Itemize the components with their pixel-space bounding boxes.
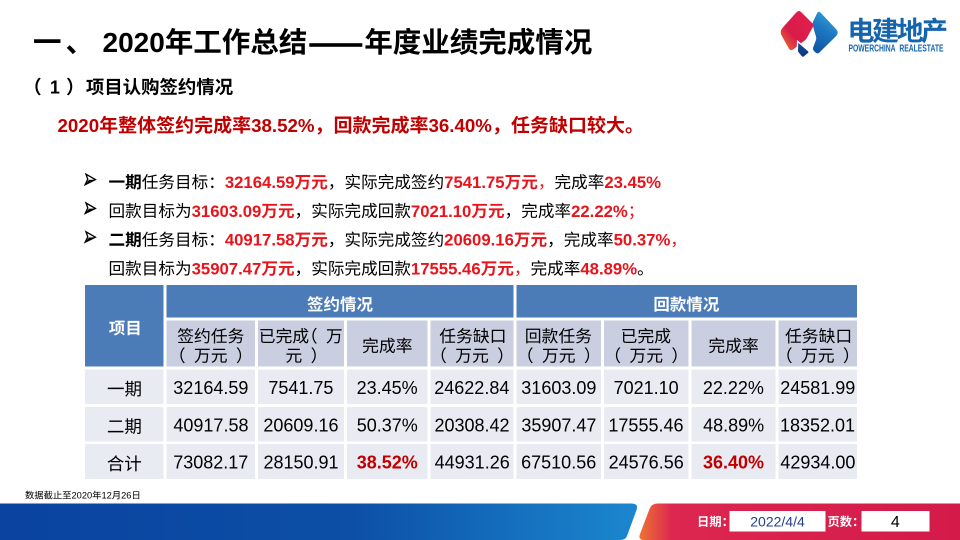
svg-text:7021.10: 7021.10	[411, 202, 471, 221]
svg-text:32164.59: 32164.59	[173, 378, 248, 398]
svg-text:42934.00: 42934.00	[780, 453, 855, 473]
svg-text:35907.47: 35907.47	[521, 415, 596, 435]
svg-text:40917.58: 40917.58	[173, 415, 248, 435]
svg-text:2022/4/4: 2022/4/4	[750, 514, 805, 530]
svg-text:22.22%: 22.22%	[571, 202, 628, 221]
svg-text:50.37%: 50.37%	[614, 231, 671, 250]
svg-text:24581.99: 24581.99	[780, 378, 855, 398]
svg-text:22.22%: 22.22%	[703, 378, 764, 398]
svg-text:31603.09: 31603.09	[192, 202, 262, 221]
svg-text:POWERCHINA REALESTATE: POWERCHINA REALESTATE	[849, 43, 944, 54]
svg-text:23.45%: 23.45%	[357, 378, 418, 398]
svg-text:24576.56: 24576.56	[609, 453, 684, 473]
svg-text:38.52%: 38.52%	[251, 115, 315, 136]
svg-text:1: 1	[50, 78, 60, 98]
svg-text:17555.46: 17555.46	[608, 415, 683, 435]
svg-text:2020: 2020	[103, 27, 165, 58]
svg-text:17555.46: 17555.46	[411, 259, 481, 278]
svg-text:44931.26: 44931.26	[435, 453, 510, 473]
svg-text:4: 4	[891, 514, 900, 531]
svg-text:24622.84: 24622.84	[434, 378, 509, 398]
svg-text:48.89%: 48.89%	[703, 415, 764, 435]
svg-text:67510.56: 67510.56	[521, 453, 596, 473]
svg-text:26: 26	[121, 491, 131, 501]
svg-text:2020: 2020	[58, 115, 100, 136]
svg-text:40917.58: 40917.58	[225, 231, 295, 250]
svg-text:35907.47: 35907.47	[192, 259, 262, 278]
svg-text:20609.16: 20609.16	[263, 415, 338, 435]
svg-text:7541.75: 7541.75	[444, 173, 504, 192]
svg-text:48.89%: 48.89%	[580, 259, 637, 278]
svg-text:7541.75: 7541.75	[268, 378, 333, 398]
svg-text:38.52%: 38.52%	[357, 453, 418, 473]
svg-text:23.45%: 23.45%	[604, 173, 661, 192]
svg-text:20308.42: 20308.42	[434, 415, 509, 435]
svg-text:50.37%: 50.37%	[357, 415, 418, 435]
svg-text:7021.10: 7021.10	[614, 378, 679, 398]
svg-text:32164.59: 32164.59	[225, 173, 295, 192]
svg-text:28150.91: 28150.91	[263, 453, 338, 473]
svg-text:12: 12	[101, 491, 111, 501]
svg-text:36.40%: 36.40%	[703, 453, 764, 473]
svg-text:36.40%: 36.40%	[429, 115, 493, 136]
svg-text:73082.17: 73082.17	[173, 453, 248, 473]
svg-text:2020: 2020	[72, 491, 93, 501]
svg-text:20609.16: 20609.16	[444, 231, 514, 250]
svg-text:18352.01: 18352.01	[780, 415, 855, 435]
svg-text:31603.09: 31603.09	[521, 378, 596, 398]
